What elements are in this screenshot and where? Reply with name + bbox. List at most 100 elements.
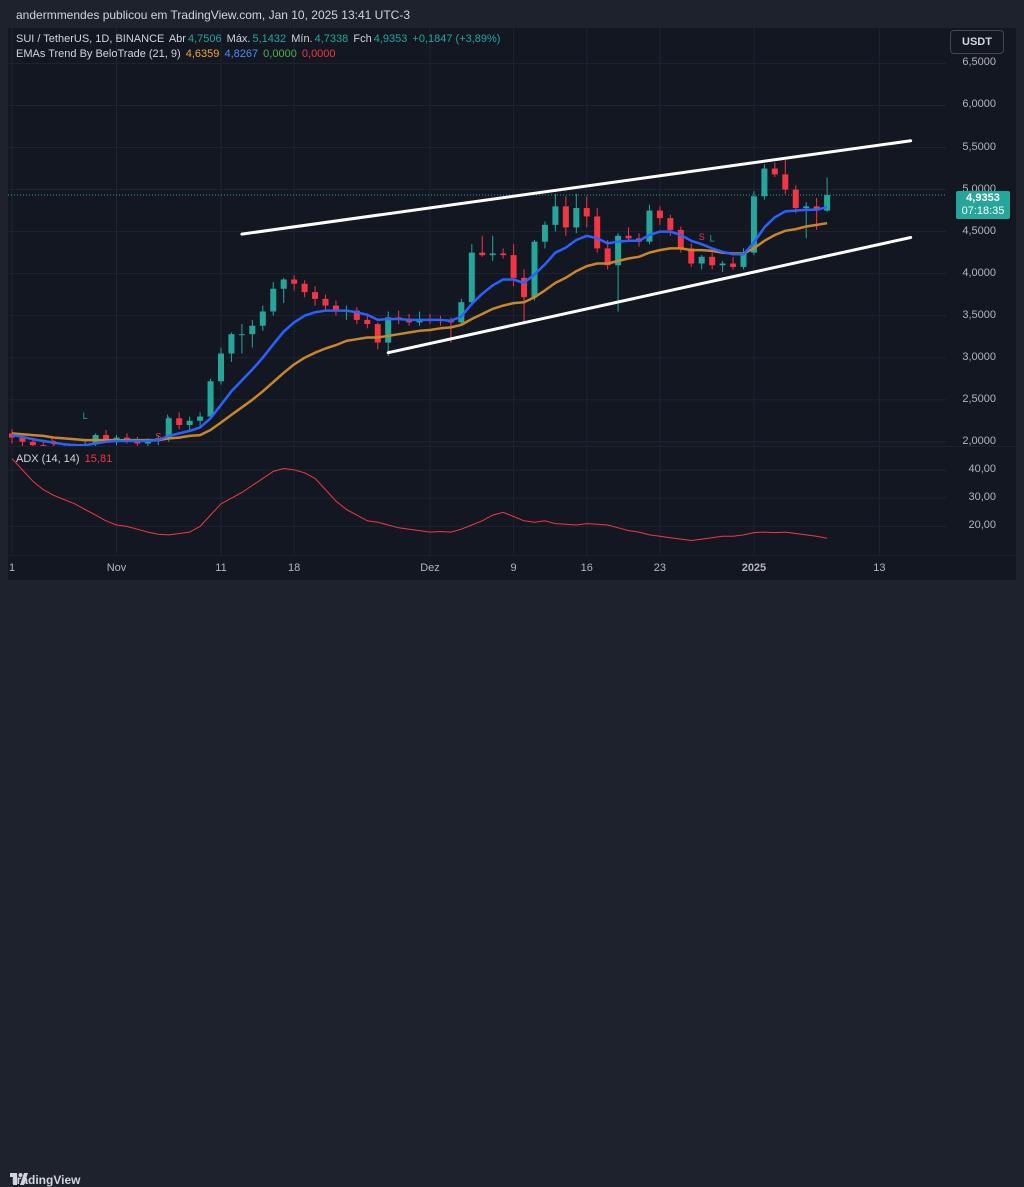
candle-body — [186, 420, 193, 425]
candle-body — [719, 263, 726, 266]
trend-signal-label: L — [710, 234, 715, 244]
adx-gridlines — [8, 447, 946, 555]
time-axis-label: Nov — [106, 562, 127, 574]
trend-signal-label: L — [83, 411, 88, 421]
candle-body — [667, 218, 674, 230]
adx-line — [11, 458, 828, 541]
candle-body — [280, 279, 287, 289]
low-label: Mín. — [291, 33, 313, 45]
trend-signal-label: S — [699, 232, 705, 242]
candle-countdown: 07:18:35 — [961, 205, 1005, 217]
open-label: Abr — [168, 33, 186, 45]
high-value: 5,1432 — [252, 33, 287, 45]
candle-body — [761, 168, 768, 197]
candle-body — [165, 418, 172, 439]
candle-body — [176, 418, 183, 425]
candle-body — [500, 253, 507, 256]
time-axis-label: 11 — [215, 562, 227, 574]
low-value: 4,7338 — [314, 33, 349, 45]
tradingview-logo[interactable]: TradingView — [10, 1173, 80, 1187]
price-gridlines — [8, 28, 946, 446]
adx-value: 15,81 — [84, 453, 113, 465]
candle-body — [740, 252, 747, 267]
candle-body — [583, 208, 590, 217]
last-price: 4,9353 — [966, 192, 1000, 204]
candle-body — [730, 263, 737, 267]
price-axis-label: 4,5000 — [962, 224, 996, 237]
candle-body — [510, 255, 517, 278]
time-axis-label: 18 — [288, 562, 301, 574]
time-axis[interactable] — [8, 556, 1016, 580]
candle-body — [468, 252, 475, 303]
price-chart[interactable]: SL LSS L — [8, 28, 1016, 446]
candle-body — [385, 317, 392, 343]
tradingview-icon — [10, 1173, 28, 1185]
candle-body — [113, 437, 120, 440]
adx-axis-label: 20,00 — [968, 519, 996, 532]
trend-signal-label: S — [51, 436, 57, 446]
candle-body — [353, 310, 360, 320]
candle-body — [782, 174, 789, 190]
indicator-legend: EMAs Trend By BeloTrade (21, 9) 4,6359 4… — [16, 48, 338, 60]
candle-body — [750, 196, 757, 253]
currency-button[interactable]: USDT — [950, 30, 1004, 54]
price-axis-label: 6,5000 — [962, 56, 996, 69]
candle-body — [29, 441, 36, 446]
candle-body — [207, 381, 214, 417]
candle-body — [458, 302, 465, 323]
time-axis-label: 1 — [8, 562, 16, 574]
price-axis-label: 2,5000 — [962, 392, 996, 405]
adx-pane[interactable]: ADX (14, 14) 15,81 40,00 30,00 20,00 — [8, 447, 1016, 555]
adx-axis-label: 30,00 — [968, 491, 996, 504]
channel-upper-line — [240, 139, 913, 236]
candle-body — [656, 210, 663, 219]
candle-body — [709, 256, 716, 266]
candle-body — [197, 416, 204, 421]
ema-fast-line — [11, 205, 828, 446]
open-value: 4,7506 — [187, 33, 222, 45]
candle-body — [489, 253, 496, 256]
publish-header-bar: andermmendes publicou em TradingView.com… — [8, 0, 1016, 28]
price-axis-label: 3,5000 — [962, 308, 996, 321]
candle-body — [531, 241, 538, 298]
candle-body — [615, 235, 622, 266]
candle-body — [301, 283, 308, 293]
candle-body — [541, 224, 548, 242]
last-price-tag: 4,9353 07:18:35 — [956, 191, 1010, 219]
time-axis-label: 13 — [873, 562, 886, 574]
price-axis-label: 2,0000 — [962, 434, 996, 447]
candle-body — [573, 208, 580, 228]
time-axis-label: 2025 — [741, 562, 767, 574]
symbol-legend: SUI / TetherUS, 1D, BINANCE Abr 4,7506 Má… — [16, 33, 502, 45]
candle-body — [552, 206, 559, 225]
adx-chart[interactable] — [8, 447, 1016, 555]
time-axis-label: Dez — [420, 562, 440, 574]
ema-value-3: 0,0000 — [263, 48, 297, 60]
trend-signal-label: L — [166, 413, 171, 423]
ema-indicator-name[interactable]: EMAs Trend By BeloTrade (21, 9) — [16, 48, 181, 60]
candles — [9, 160, 831, 446]
candle-body — [40, 445, 47, 446]
candle-body — [521, 277, 528, 298]
time-axis-label: 16 — [580, 562, 593, 574]
candle-body — [594, 216, 601, 249]
candle-body — [604, 248, 611, 266]
ema-value-2: 4,8267 — [224, 48, 259, 60]
time-axis-label: 23 — [653, 562, 667, 574]
candle-body — [374, 324, 381, 343]
trend-signal-label: S — [155, 431, 161, 441]
candle-body — [218, 353, 224, 382]
candle-body — [291, 279, 298, 284]
close-label: Fch — [353, 33, 372, 45]
candle-body — [824, 194, 831, 211]
publish-info: andermmendes publicou em TradingView.com… — [16, 8, 411, 22]
candle-body — [479, 252, 486, 256]
symbol-name[interactable]: SUI / TetherUS, 1D, BINANCE — [16, 33, 165, 45]
candle-body — [322, 298, 329, 306]
candle-body — [249, 325, 256, 335]
adx-name[interactable]: ADX (14, 14) — [16, 453, 80, 465]
channel-lower-line — [386, 235, 913, 355]
candle-body — [646, 210, 653, 242]
time-axis-label: 9 — [510, 562, 517, 574]
